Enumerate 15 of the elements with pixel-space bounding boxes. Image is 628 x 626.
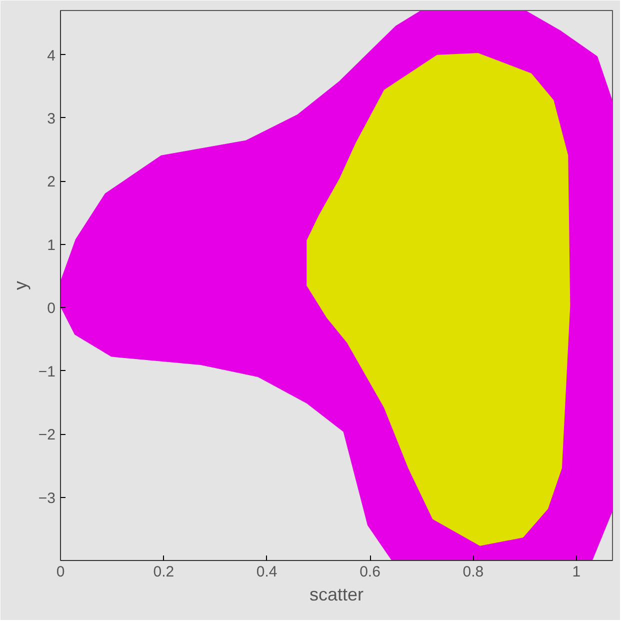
x-axis-title: scatter xyxy=(309,584,364,604)
x-tick-label: 0.8 xyxy=(462,564,484,580)
y-axis-title: y xyxy=(10,281,30,290)
y-tick-label: 3 xyxy=(47,110,56,128)
y-tick-label: −1 xyxy=(38,363,56,380)
y-tick-label: 1 xyxy=(47,236,56,254)
y-tick-label: 0 xyxy=(47,300,56,318)
x-tick-label: 0.2 xyxy=(153,564,174,580)
y-tick-label: −2 xyxy=(38,426,56,444)
y-tick-label: 4 xyxy=(47,47,56,64)
y-tick-label: −3 xyxy=(38,490,56,507)
x-tick-label: 0.6 xyxy=(360,564,380,580)
x-tick-label: 0.4 xyxy=(256,564,278,580)
x-tick-label: 1 xyxy=(572,564,581,580)
y-tick-label: 2 xyxy=(47,174,56,191)
